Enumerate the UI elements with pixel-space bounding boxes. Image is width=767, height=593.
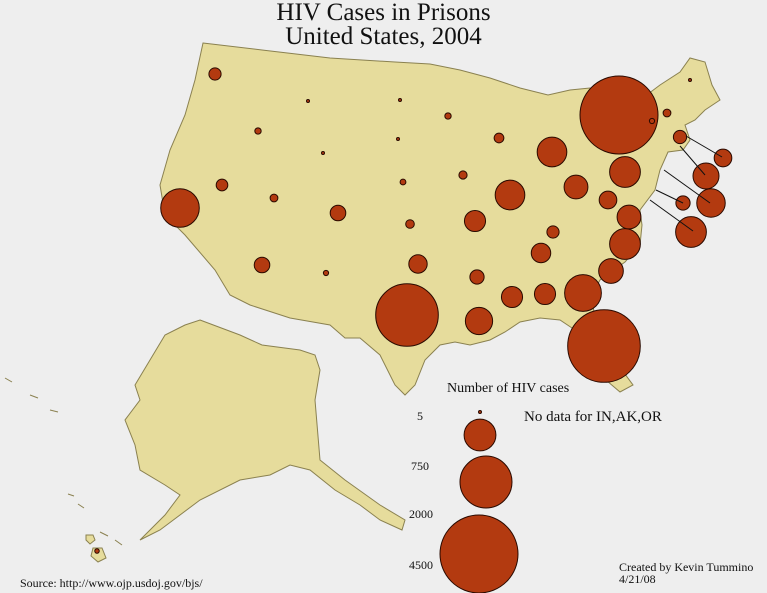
bubble-ct bbox=[692, 162, 720, 190]
bubble-mt bbox=[306, 99, 310, 103]
bubble-ms bbox=[500, 285, 524, 309]
callout-line-nj bbox=[663, 169, 711, 204]
bubble-mo bbox=[463, 209, 487, 233]
legend-label-5: 5 bbox=[417, 409, 423, 423]
bubble-wv bbox=[598, 190, 618, 210]
callout-line-ma bbox=[685, 135, 723, 158]
callout-line-ct bbox=[679, 145, 706, 176]
map-subtitle: United States, 2004 bbox=[285, 23, 482, 50]
map-title: HIV Cases in Prisons bbox=[276, 0, 491, 26]
legend-label-750: 750 bbox=[411, 459, 429, 473]
bubble-nm bbox=[322, 269, 330, 277]
aleutian-islands-shape bbox=[4, 377, 123, 546]
legend-symbols bbox=[439, 410, 519, 593]
bubble-tx bbox=[375, 283, 439, 347]
bubble-ut bbox=[269, 193, 279, 203]
source-text: Source: http://www.ojp.usdoj.gov/bjs/ bbox=[20, 576, 203, 590]
callout-line-md bbox=[649, 199, 694, 232]
legend-symbol-4500 bbox=[439, 514, 519, 593]
bubble-sc bbox=[598, 258, 624, 284]
bubble-ga bbox=[564, 274, 602, 312]
bubble-nj bbox=[696, 188, 726, 218]
bubble-mi bbox=[536, 136, 568, 168]
bubble-co bbox=[329, 204, 347, 222]
bubble-me bbox=[688, 78, 692, 82]
legend-label-4500: 4500 bbox=[409, 558, 433, 572]
bubble-il bbox=[494, 179, 526, 211]
state-bubbles bbox=[94, 67, 733, 554]
callout-lines bbox=[649, 135, 723, 232]
bubble-ri bbox=[672, 129, 688, 145]
bubble-ok bbox=[408, 254, 428, 274]
bubble-sd bbox=[396, 137, 400, 141]
legend-symbol-750 bbox=[463, 418, 497, 452]
bubble-nv bbox=[215, 178, 229, 192]
bubble-wy bbox=[321, 151, 325, 155]
legend-title: Number of HIV cases bbox=[447, 381, 570, 396]
bubble-vt bbox=[648, 117, 656, 125]
bubble-la bbox=[464, 306, 494, 336]
bubble-ia bbox=[458, 170, 468, 180]
bubble-ar bbox=[469, 269, 485, 285]
bubble-id bbox=[254, 127, 262, 135]
bubble-al bbox=[533, 282, 557, 306]
bubble-az bbox=[253, 256, 271, 274]
bubble-va bbox=[616, 204, 642, 230]
legend-label-2000: 2000 bbox=[409, 507, 433, 521]
bubble-tn bbox=[530, 242, 552, 264]
date-text: 4/21/08 bbox=[619, 572, 656, 586]
bubble-pa bbox=[609, 156, 641, 188]
bubble-ky bbox=[546, 225, 560, 239]
bubble-nc bbox=[609, 228, 641, 260]
bubble-ks bbox=[405, 219, 415, 229]
bubble-wa bbox=[208, 67, 222, 81]
credit-text: Created by Kevin Tummino bbox=[619, 560, 754, 574]
bubble-ne bbox=[399, 178, 407, 186]
legend-symbol-2000 bbox=[459, 455, 513, 509]
bubble-oh bbox=[563, 174, 589, 200]
bubble-nd bbox=[398, 98, 402, 102]
callout-line-de bbox=[655, 189, 684, 204]
alaska-shape bbox=[124, 319, 406, 541]
bubble-ca bbox=[160, 188, 200, 228]
bubble-nh bbox=[662, 108, 672, 118]
bubble-wi bbox=[493, 132, 505, 144]
bubble-mn bbox=[444, 112, 452, 120]
bubble-fl bbox=[567, 309, 641, 383]
bubble-ma bbox=[713, 148, 733, 168]
bubble-ny bbox=[579, 75, 659, 155]
bubble-hi bbox=[94, 548, 100, 554]
legend-note: No data for IN,AK,OR bbox=[524, 409, 662, 425]
legend-symbol-5 bbox=[478, 410, 482, 414]
